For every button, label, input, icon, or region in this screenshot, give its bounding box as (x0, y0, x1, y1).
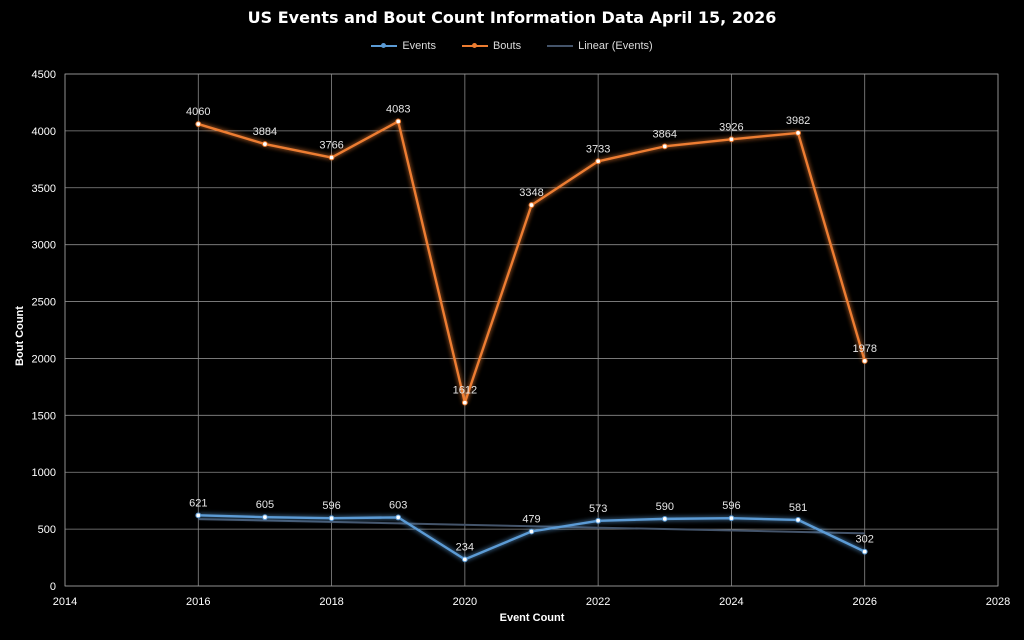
data-label-events: 621 (189, 497, 207, 509)
data-point-bouts (528, 202, 535, 208)
x-tick-label: 2024 (719, 596, 743, 608)
y-tick-label: 3000 (32, 240, 56, 252)
x-tick-label: 2028 (986, 596, 1010, 608)
data-label-events: 590 (656, 501, 674, 513)
y-tick-label: 4000 (32, 126, 56, 138)
legend-label-bouts: Bouts (492, 40, 522, 52)
y-axis-title: Bout Count (14, 306, 26, 366)
data-label-bouts: 3926 (719, 121, 743, 133)
trendline-events (198, 518, 865, 535)
legend-label-trendline: Linear (Events) (578, 40, 653, 52)
x-tick-label: 2014 (53, 596, 77, 608)
data-label-bouts: 1978 (852, 343, 876, 355)
data-label-events: 581 (789, 502, 807, 514)
x-axis-title: Event Count (499, 612, 565, 624)
y-tick-label: 4500 (32, 69, 56, 81)
data-label-bouts: 3864 (653, 128, 677, 140)
data-point-bouts (461, 399, 468, 406)
x-tick-label: 2018 (319, 596, 343, 608)
data-label-bouts: 4060 (186, 106, 210, 118)
y-tick-label: 2500 (32, 297, 56, 309)
data-label-bouts: 3982 (786, 115, 810, 127)
data-point-events (328, 515, 335, 522)
data-label-bouts: 3348 (519, 187, 543, 199)
data-label-bouts: 3733 (586, 143, 610, 155)
data-point-bouts (795, 130, 801, 136)
data-label-events: 605 (256, 499, 274, 511)
legend-swatch-trendline (547, 45, 574, 47)
data-point-bouts (728, 136, 735, 143)
data-point-bouts (395, 118, 402, 125)
data-label-events: 479 (522, 514, 540, 526)
data-point-events (461, 556, 468, 563)
data-point-events (861, 548, 868, 555)
legend-item-bouts[interactable]: Bouts (461, 40, 522, 52)
data-point-bouts (262, 141, 268, 147)
legend-swatch-events (371, 43, 398, 48)
legend-swatch-bouts (461, 43, 488, 48)
y-tick-label: 2000 (32, 353, 56, 365)
data-point-events (595, 517, 602, 524)
data-label-events: 596 (322, 500, 340, 512)
data-label-events: 573 (589, 503, 607, 515)
legend-item-trendline[interactable]: Linear (Events) (547, 40, 653, 52)
plot-border (64, 73, 999, 587)
y-tick-label: 1000 (32, 467, 56, 479)
data-point-events (195, 512, 202, 519)
data-label-events: 234 (456, 541, 474, 553)
data-point-bouts (595, 158, 602, 165)
data-label-bouts: 1612 (453, 385, 477, 397)
legend-item-events[interactable]: Events (371, 40, 436, 52)
data-point-events (728, 515, 735, 522)
data-point-bouts (861, 358, 868, 364)
y-tick-label: 3500 (32, 183, 56, 195)
x-tick-label: 2026 (852, 596, 876, 608)
data-label-events: 603 (389, 499, 407, 511)
data-point-events (395, 514, 402, 521)
x-tick-label: 2016 (186, 596, 210, 608)
legend-label-events: Events (402, 40, 436, 52)
legend: Events Bouts Linear (Events) (0, 40, 1024, 52)
data-label-events: 302 (856, 534, 874, 546)
x-tick-label: 2020 (453, 596, 477, 608)
data-point-bouts (328, 154, 335, 161)
data-label-bouts: 3766 (319, 140, 343, 152)
data-label-bouts: 4083 (386, 103, 410, 115)
data-point-bouts (195, 121, 202, 127)
y-tick-label: 500 (38, 524, 56, 536)
y-tick-label: 0 (50, 581, 56, 593)
data-point-events (262, 514, 268, 521)
y-tick-label: 1500 (32, 410, 56, 422)
data-label-bouts: 3884 (253, 126, 277, 138)
data-point-events (661, 515, 668, 522)
data-point-events (528, 528, 535, 535)
data-point-events (795, 516, 801, 523)
chart-title: US Events and Bout Count Information Dat… (247, 8, 777, 27)
series-line-bouts (197, 120, 866, 404)
data-point-bouts (661, 143, 668, 150)
x-tick-label: 2022 (586, 596, 610, 608)
data-label-events: 596 (722, 500, 740, 512)
